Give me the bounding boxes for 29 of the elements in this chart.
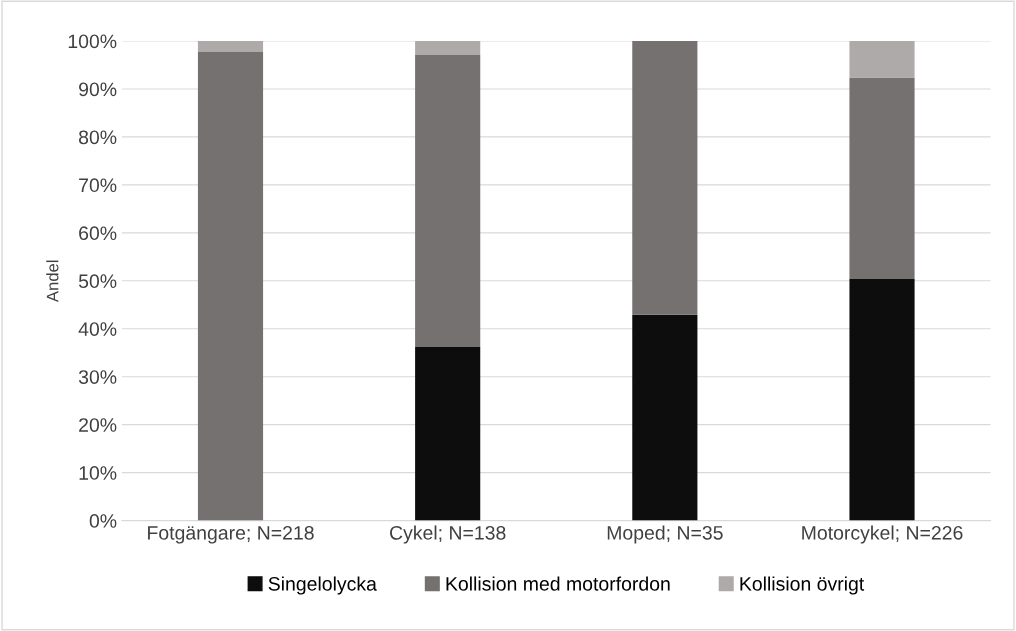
bar: [849, 41, 915, 78]
bar: [415, 41, 481, 55]
legend-label: Kollision med motorfordon: [446, 576, 670, 591]
legend-label: Singelolycka: [268, 576, 377, 595]
y-tick-label: 30%: [78, 370, 117, 384]
bar: [197, 41, 264, 53]
x-tick-label: Cykel; N=138: [390, 525, 506, 544]
bar: [197, 52, 264, 521]
bar: [415, 54, 481, 347]
y-tick-label: 80%: [78, 130, 117, 145]
x-tick-label: Fotgängare; N=218: [148, 525, 314, 544]
y-tick-label: 50%: [78, 274, 117, 289]
bar: [849, 77, 915, 279]
y-tick-label: 70%: [79, 178, 117, 193]
y-tick-label: 100%: [68, 34, 117, 49]
bar: [632, 314, 698, 521]
x-tick-label: Moped; N=35: [607, 525, 723, 544]
y-tick-label: 60%: [79, 226, 117, 241]
x-tick-label: Motorcykel; N=226: [802, 525, 963, 544]
y-axis-title: Andel: [46, 260, 59, 303]
bar: [632, 41, 698, 315]
y-tick-label: 20%: [79, 418, 117, 432]
y-tick-label: 0%: [89, 514, 117, 528]
legend-label: Kollision övrigt: [740, 576, 865, 595]
y-tick-label: 10%: [79, 466, 117, 480]
y-tick-label: 40%: [78, 322, 117, 336]
bar: [849, 278, 915, 521]
bar: [415, 346, 481, 521]
y-tick-label: 90%: [79, 82, 117, 97]
